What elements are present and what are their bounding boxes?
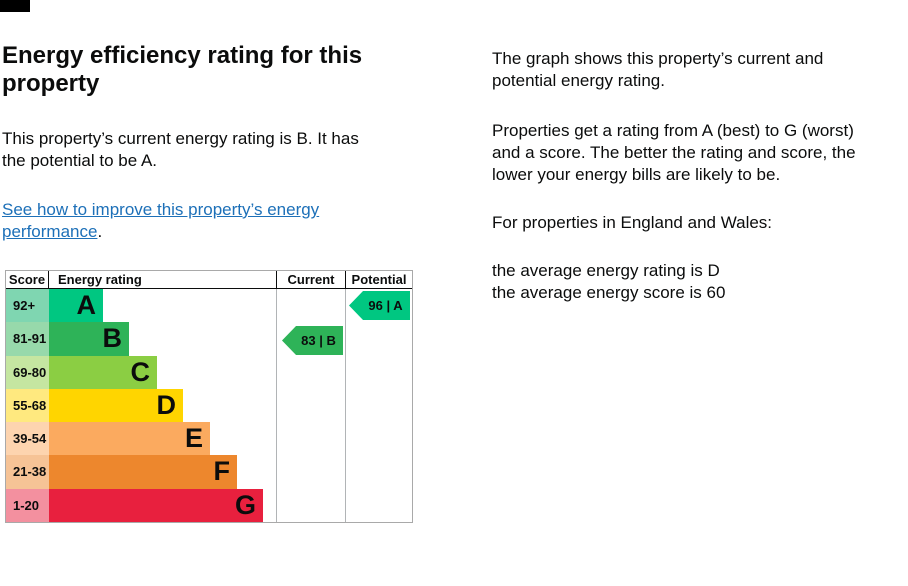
graph-description-paragraph: The graph shows this property’s current …	[492, 49, 824, 90]
explanation-column: The graph shows this property’s current …	[492, 48, 908, 304]
band-bar-f: F	[49, 455, 237, 489]
score-range-cell: 21-38	[6, 455, 49, 489]
intro-paragraph: This property’s current energy rating is…	[2, 129, 359, 170]
column-header-energy-rating: Energy rating	[58, 272, 142, 287]
score-range-cell: 55-68	[6, 388, 49, 423]
column-header-score: Score	[6, 271, 49, 288]
england-wales-paragraph: For properties in England and Wales:	[492, 213, 773, 232]
epc-band-row-a: 92+ A	[6, 289, 412, 323]
potential-rating-arrow: 96 | A	[349, 291, 410, 320]
band-bar-c: C	[49, 355, 157, 389]
epc-band-rows: 92+ A 81-91 B 69-80 C 55-68 D 39-54 E 21-38 F 1-20 G	[6, 289, 412, 522]
epc-band-row-e: 39-54 E	[6, 422, 412, 456]
current-column-divider	[276, 289, 277, 522]
column-header-potential: Potential	[345, 271, 412, 288]
epc-band-row-b: 81-91 B	[6, 322, 412, 356]
epc-band-row-c: 69-80 C	[6, 355, 412, 389]
score-range-cell: 1-20	[6, 488, 49, 522]
potential-column-divider	[345, 289, 346, 522]
rating-explanation-paragraph: Properties get a rating from A (best) to…	[492, 121, 856, 184]
score-range-cell: 92+	[6, 289, 49, 323]
potential-rating-label: 96 | A	[368, 298, 403, 313]
epc-band-row-g: 1-20 G	[6, 488, 412, 522]
column-header-current: Current	[276, 271, 345, 288]
current-rating-arrow: 83 | B	[282, 326, 343, 355]
page-title: Energy efficiency rating for this propert…	[2, 42, 363, 97]
improve-property-link[interactable]: See how to improve this property’s energ…	[2, 200, 320, 241]
corner-artifact-bar	[0, 0, 30, 12]
epc-rating-chart: Score Energy rating Current Potential 92…	[5, 270, 413, 523]
band-bar-e: E	[49, 422, 210, 456]
band-bar-a: A	[49, 289, 103, 323]
epc-chart-header: Score Energy rating Current Potential	[6, 271, 412, 289]
score-range-cell: 69-80	[6, 355, 49, 389]
band-bar-g: G	[49, 488, 263, 522]
score-range-cell: 81-91	[6, 322, 49, 356]
link-suffix: .	[97, 221, 103, 241]
band-bar-d: D	[49, 388, 183, 423]
band-bar-b: B	[49, 322, 129, 356]
current-rating-label: 83 | B	[301, 333, 336, 348]
improve-link-paragraph: See how to improve this property’s energ…	[2, 199, 472, 242]
epc-band-row-f: 21-38 F	[6, 455, 412, 489]
score-range-cell: 39-54	[6, 422, 49, 456]
epc-band-row-d: 55-68 D	[6, 388, 412, 423]
